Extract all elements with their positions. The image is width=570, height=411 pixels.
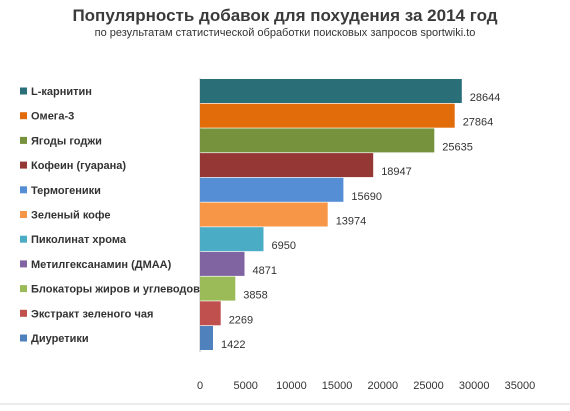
x-tick-label: 5000 xyxy=(233,380,257,392)
data-label: 2269 xyxy=(229,314,253,326)
data-label: 4871 xyxy=(253,265,277,277)
data-label: 15690 xyxy=(351,191,382,203)
legend-marker xyxy=(20,161,27,169)
category-label: Блокаторы жиров и углеводов xyxy=(31,284,200,296)
bar xyxy=(200,276,236,301)
bar xyxy=(200,301,221,326)
category-label: Зеленый кофе xyxy=(31,210,111,222)
x-tick-label: 25000 xyxy=(413,380,444,392)
legend-marker xyxy=(20,309,27,317)
data-label: 18947 xyxy=(381,166,412,178)
bar xyxy=(200,227,264,252)
category-label: Термогеники xyxy=(31,185,101,197)
legend-marker xyxy=(20,334,27,342)
chart-title: Популярность добавок для похудения за 20… xyxy=(72,6,498,25)
chart-subtitle: по результатам статистической обработки … xyxy=(94,27,476,39)
category-label: Метилгексанамин (ДМАА) xyxy=(31,259,172,271)
x-tick-label: 15000 xyxy=(322,380,353,392)
category-label: L-карнитин xyxy=(31,86,92,98)
bar xyxy=(200,79,462,103)
bar xyxy=(200,153,374,178)
bar xyxy=(200,202,328,227)
x-tick-label: 30000 xyxy=(459,380,490,392)
data-label: 1422 xyxy=(221,339,245,351)
x-tick-label: 35000 xyxy=(505,380,536,392)
bar xyxy=(200,128,435,153)
category-label: Диуретики xyxy=(31,333,89,345)
category-label: Экстракт зеленого чая xyxy=(31,308,153,320)
data-label: 13974 xyxy=(336,216,367,228)
legend-marker xyxy=(20,211,27,218)
category-label: Кофеин (гуарана) xyxy=(31,160,126,172)
bar xyxy=(200,326,213,350)
data-label: 6950 xyxy=(272,240,296,252)
bar xyxy=(200,103,455,128)
category-label: Ягоды годжи xyxy=(31,135,102,147)
legend-marker xyxy=(20,87,27,95)
bar xyxy=(200,177,344,202)
data-label: 27864 xyxy=(463,117,494,129)
bar xyxy=(200,251,245,276)
x-tick-label: 20000 xyxy=(368,380,399,392)
data-label: 28644 xyxy=(470,92,501,104)
x-tick-label: 10000 xyxy=(276,380,307,392)
legend-marker xyxy=(20,136,27,144)
legend-marker xyxy=(20,285,27,293)
legend-marker xyxy=(20,235,27,243)
data-label: 25635 xyxy=(442,141,473,153)
data-label: 3858 xyxy=(243,290,267,302)
legend-marker xyxy=(20,112,27,120)
category-label: Омега-3 xyxy=(31,111,74,123)
legend-marker xyxy=(20,186,27,194)
category-label: Пиколинат хрома xyxy=(31,234,127,246)
x-tick-label: 0 xyxy=(197,380,203,392)
legend-marker xyxy=(20,260,27,268)
